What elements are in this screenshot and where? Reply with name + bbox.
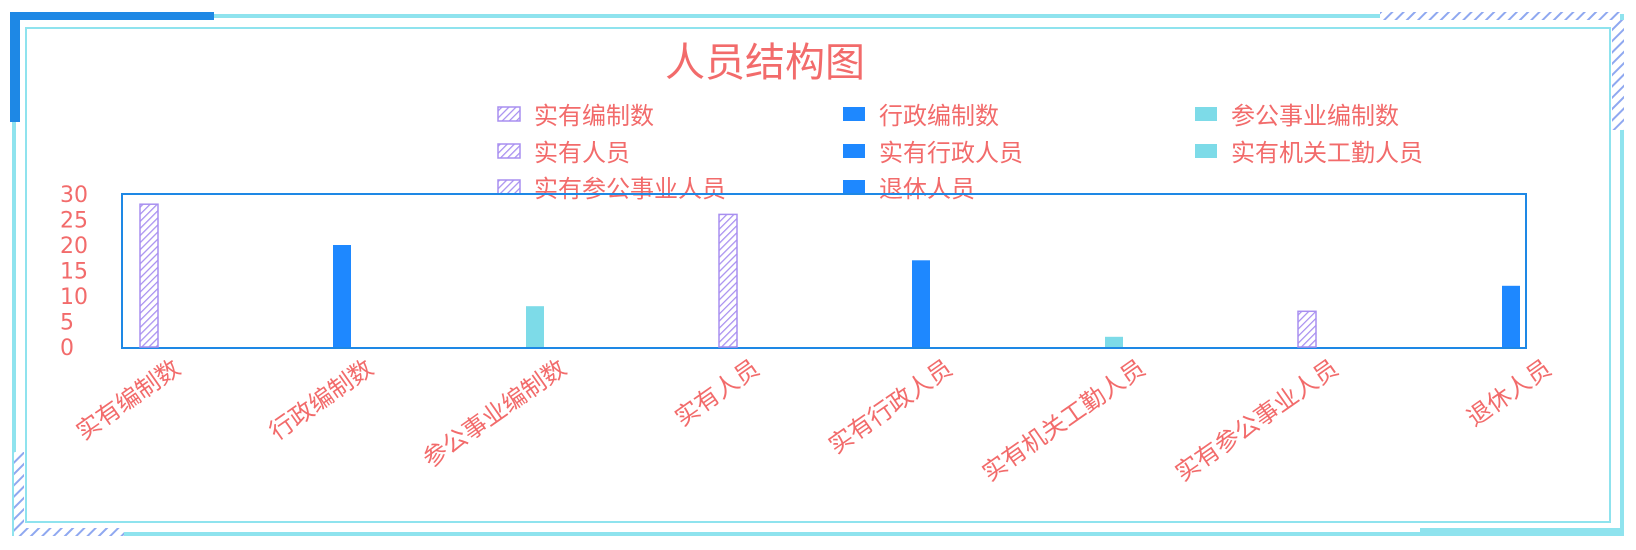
decorative-frame — [10, 12, 1624, 536]
y-tick-label: 10 — [60, 285, 88, 310]
legend-swatch — [843, 144, 865, 158]
bar-5 — [912, 260, 930, 347]
x-category-label: 实有人员 — [670, 354, 765, 432]
y-tick-label: 25 — [60, 209, 88, 234]
legend-swatch — [497, 143, 521, 159]
legend-label: 实有编制数 — [534, 102, 654, 130]
bar-7 — [1297, 310, 1317, 348]
bar-1 — [139, 203, 159, 348]
bar-3 — [526, 306, 544, 347]
y-tick-label: 30 — [60, 183, 88, 208]
legend-swatch — [843, 107, 865, 121]
x-category-label: 退休人员 — [1462, 354, 1557, 432]
y-tick-label: 15 — [60, 260, 88, 285]
legend-swatch — [1195, 144, 1217, 158]
x-category-label: 实有机关工勤人员 — [977, 354, 1150, 487]
legend-label: 实有参公事业人员 — [534, 175, 726, 203]
bar-8 — [1502, 285, 1520, 347]
x-category-label: 行政编制数 — [264, 354, 378, 446]
x-axis-category-labels: 实有编制数 行政编制数 参公事业编制数 实有人员 实有行政人员 实有机关工勤人员 实有参公事… — [71, 354, 1556, 487]
y-tick-label: 20 — [60, 234, 88, 259]
x-category-label: 实有行政人员 — [823, 354, 957, 460]
y-tick-label: 5 — [60, 311, 74, 336]
plot-area-border — [121, 193, 1527, 349]
legend-swatch — [497, 106, 521, 122]
legend-swatch — [1195, 107, 1217, 121]
legend-label: 退休人员 — [879, 175, 975, 203]
legend-label: 行政编制数 — [879, 102, 999, 130]
y-tick-label: 0 — [60, 336, 74, 361]
legend-label: 实有机关工勤人员 — [1231, 139, 1423, 167]
legend-swatch — [497, 179, 521, 195]
bar-6 — [1105, 336, 1123, 347]
bar-2 — [333, 245, 351, 347]
x-category-label: 实有编制数 — [71, 354, 185, 446]
legend-label: 实有人员 — [534, 139, 630, 167]
legend-swatch — [843, 180, 865, 194]
bar-series — [139, 203, 1520, 348]
legend-label: 参公事业编制数 — [1231, 102, 1399, 130]
bar-4 — [718, 213, 738, 348]
chart-title: 人员结构图 — [665, 40, 865, 86]
legend-label: 实有行政人员 — [879, 139, 1023, 167]
x-category-label: 参公事业编制数 — [418, 354, 572, 473]
x-category-label: 实有参公事业人员 — [1170, 354, 1343, 487]
